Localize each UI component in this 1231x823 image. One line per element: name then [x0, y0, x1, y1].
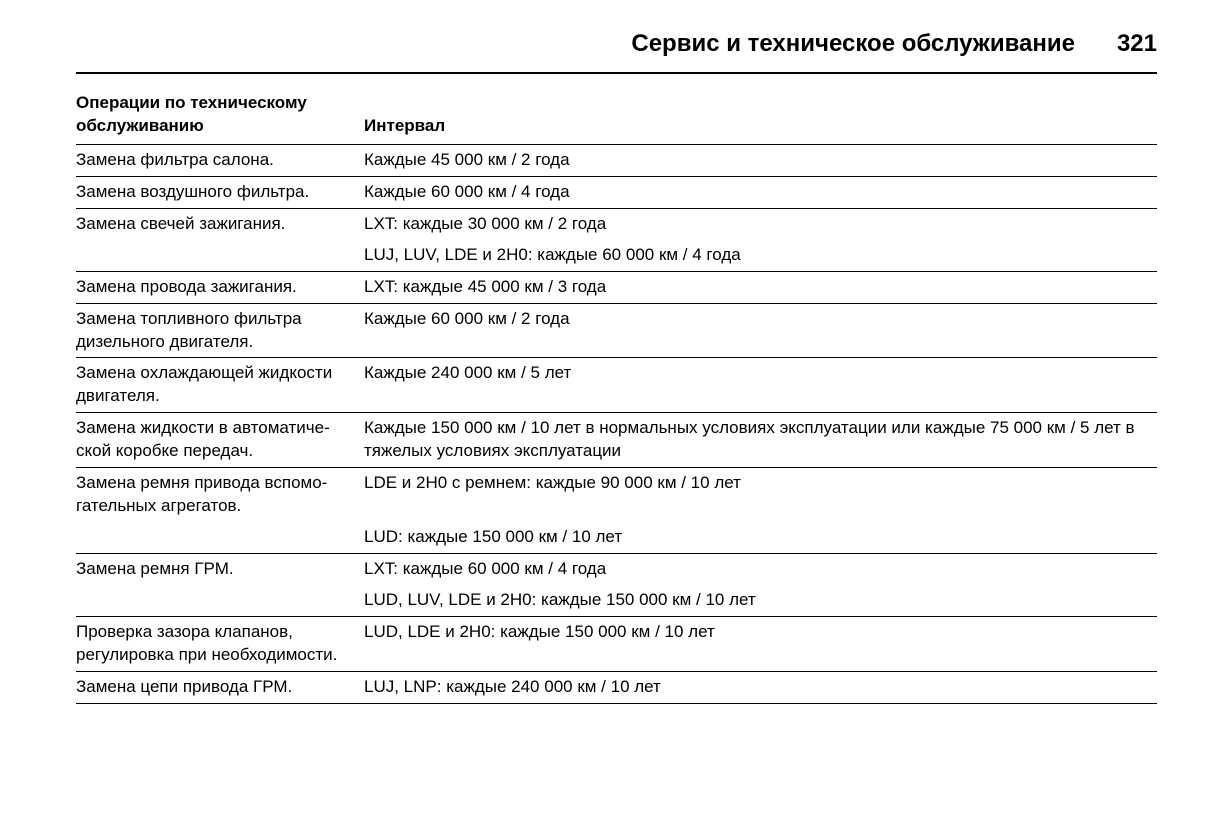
cell-operation	[76, 240, 364, 271]
table-row: LUD: каждые 150 000 км / 10 лет	[76, 522, 1157, 553]
cell-operation: Замена воздушного фильтра.	[76, 176, 364, 208]
cell-operation: Замена топливного фильтра дизельного дви…	[76, 303, 364, 358]
cell-operation	[76, 522, 364, 553]
table-row: Замена провода зажигания. LXT: каждые 45…	[76, 271, 1157, 303]
table-row: Замена ремня ГРМ. LXT: каждые 60 000 км …	[76, 554, 1157, 585]
cell-operation: Замена ремня привода вспомо­гательных аг…	[76, 468, 364, 522]
cell-operation: Проверка зазора клапанов, регулировка пр…	[76, 616, 364, 671]
cell-operation: Замена охлаждающей жидкости двигателя.	[76, 358, 364, 413]
page-number: 321	[1117, 30, 1157, 58]
table-row: Замена охлаждающей жидкости двигателя. К…	[76, 358, 1157, 413]
cell-interval: LUJ, LNP: каждые 240 000 км / 10 лет	[364, 671, 1157, 703]
header-rule	[76, 72, 1157, 74]
cell-interval: LXT: каждые 30 000 км / 2 года	[364, 208, 1157, 239]
table-row: Замена фильтра салона. Каждые 45 000 км …	[76, 144, 1157, 176]
table-header-row: Операции по техническому обслуживанию Ин…	[76, 92, 1157, 144]
cell-interval: Каждые 240 000 км / 5 лет	[364, 358, 1157, 413]
cell-operation: Замена свечей зажигания.	[76, 208, 364, 239]
page: Сервис и техническое обслуживание 321 Оп…	[0, 0, 1231, 823]
cell-interval: Каждые 150 000 км / 10 лет в нормальных …	[364, 413, 1157, 468]
table-row: Замена воздушного фильтра. Каждые 60 000…	[76, 176, 1157, 208]
cell-interval: Каждые 45 000 км / 2 года	[364, 144, 1157, 176]
cell-interval: LUD, LUV, LDE и 2H0: каждые 150 000 км /…	[364, 585, 1157, 616]
cell-operation: Замена цепи привода ГРМ.	[76, 671, 364, 703]
table-row: Замена свечей зажигания. LXT: каждые 30 …	[76, 208, 1157, 239]
col-header-operation: Операции по техническому обслуживанию	[76, 92, 364, 144]
page-header: Сервис и техническое обслуживание 321	[76, 30, 1157, 58]
cell-interval: LDE и 2H0 с ремнем: каждые 90 000 км / 1…	[364, 468, 1157, 522]
cell-operation: Замена фильтра салона.	[76, 144, 364, 176]
cell-operation	[76, 585, 364, 616]
table-row: Замена цепи привода ГРМ. LUJ, LNP: кажды…	[76, 671, 1157, 703]
cell-interval: LXT: каждые 45 000 км / 3 года	[364, 271, 1157, 303]
col-header-operation-line2: обслуживанию	[76, 116, 204, 135]
cell-operation: Замена ремня ГРМ.	[76, 554, 364, 585]
cell-interval: LUD: каждые 150 000 км / 10 лет	[364, 522, 1157, 553]
cell-operation: Замена жидкости в автоматиче­ской коробк…	[76, 413, 364, 468]
cell-interval: LXT: каждые 60 000 км / 4 года	[364, 554, 1157, 585]
table-row: Проверка зазора клапанов, регулировка пр…	[76, 616, 1157, 671]
page-title: Сервис и техническое обслуживание	[631, 30, 1075, 58]
cell-interval: LUD, LDE и 2H0: каждые 150 000 км / 10 л…	[364, 616, 1157, 671]
table-row: Замена жидкости в автоматиче­ской коробк…	[76, 413, 1157, 468]
cell-interval: LUJ, LUV, LDE и 2H0: каждые 60 000 км / …	[364, 240, 1157, 271]
table-row: LUJ, LUV, LDE и 2H0: каждые 60 000 км / …	[76, 240, 1157, 271]
maintenance-table: Операции по техническому обслуживанию Ин…	[76, 92, 1157, 704]
col-header-operation-line1: Операции по техническому	[76, 93, 307, 112]
table-row: Замена ремня привода вспомо­гательных аг…	[76, 468, 1157, 522]
table-row: Замена топливного фильтра дизельного дви…	[76, 303, 1157, 358]
cell-operation: Замена провода зажигания.	[76, 271, 364, 303]
table-row: LUD, LUV, LDE и 2H0: каждые 150 000 км /…	[76, 585, 1157, 616]
cell-interval: Каждые 60 000 км / 4 года	[364, 176, 1157, 208]
cell-interval: Каждые 60 000 км / 2 года	[364, 303, 1157, 358]
col-header-interval: Интервал	[364, 92, 1157, 144]
